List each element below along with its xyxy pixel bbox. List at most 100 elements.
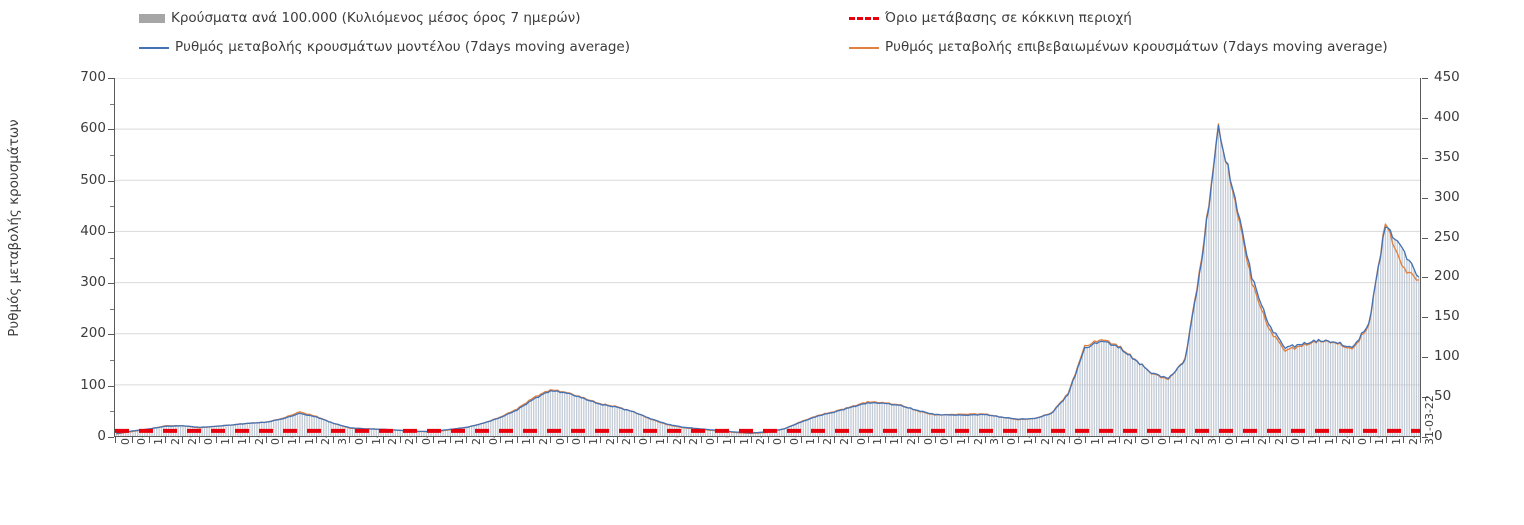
y-axis-left-tick-label: 300: [80, 274, 106, 291]
x-axis-tick-mark: [650, 437, 652, 443]
legend-label-cases-per-100k: Κρούσματα ανά 100.000 (Κυλιόμενος μέσος …: [171, 10, 581, 26]
x-axis-tick-mark: [717, 437, 719, 443]
legend-item-confirmed-rate: Ρυθμός μεταβολής επιβεβαιωμένων κρουσμάτ…: [849, 39, 1388, 55]
x-axis-tick-label: 31-03-22: [1423, 395, 1437, 445]
x-axis-tick-mark: [1419, 437, 1421, 443]
y-axis-left-minor-tick: [110, 257, 114, 259]
x-axis-tick-mark: [633, 437, 635, 443]
x-axis-tick-mark: [483, 437, 485, 443]
x-axis-tick-mark: [215, 437, 217, 443]
line-swatch-icon: [849, 46, 879, 49]
x-axis-tick-mark: [382, 437, 384, 443]
y-axis-left-minor-tick: [110, 360, 114, 362]
y-axis-left-tick-label: 200: [80, 325, 106, 342]
x-axis-tick-mark: [1319, 437, 1321, 443]
x-axis-tick-mark: [299, 437, 301, 443]
y-axis-right-tick-label: 200: [1434, 268, 1460, 285]
y-axis-right-tick-mark: [1422, 157, 1428, 159]
x-axis-tick-mark: [734, 437, 736, 443]
y-axis-right-tick-label: 350: [1434, 148, 1460, 165]
x-axis-tick-mark: [332, 437, 334, 443]
x-axis-tick-mark: [834, 437, 836, 443]
y-axis-left-title: Ρυθμός μεταβολής κρουσμάτων: [6, 119, 22, 337]
y-axis-right-tick-mark: [1422, 437, 1428, 438]
y-axis-left-minor-tick: [110, 103, 114, 105]
x-axis-tick-mark: [851, 437, 853, 443]
x-axis-tick-mark: [1001, 437, 1003, 443]
x-axis-tick-mark: [884, 437, 886, 443]
x-axis-tick-mark: [616, 437, 618, 443]
x-axis-tick-mark: [700, 437, 702, 443]
x-axis-tick-mark: [1185, 437, 1187, 443]
x-axis-tick-mark: [1352, 437, 1354, 443]
x-axis-tick-mark: [1336, 437, 1338, 443]
x-axis-tick-mark: [115, 437, 117, 443]
x-axis-tick-mark: [148, 437, 150, 443]
y-axis-left-tick-mark: [108, 129, 114, 131]
y-axis-left-tick-label: 600: [80, 120, 106, 137]
x-axis-tick-mark: [566, 437, 568, 443]
x-axis-tick-mark: [1152, 437, 1154, 443]
y-axis-left-tick-mark: [108, 78, 114, 79]
y-axis-right-tick-mark: [1422, 357, 1428, 359]
x-axis-tick-mark: [800, 437, 802, 443]
x-axis-tick-mark: [432, 437, 434, 443]
x-axis-tick-mark: [1302, 437, 1304, 443]
y-axis-right-tick-mark: [1422, 237, 1428, 239]
x-axis-tick-mark: [667, 437, 669, 443]
x-axis-tick-mark: [1403, 437, 1405, 443]
x-axis-tick-mark: [232, 437, 234, 443]
y-axis-left-tick-label: 100: [80, 376, 106, 393]
x-axis-tick-mark: [817, 437, 819, 443]
y-axis-left-tick-mark: [108, 334, 114, 336]
x-axis-tick-mark: [1118, 437, 1120, 443]
x-axis-tick-mark: [683, 437, 685, 443]
legend-label-confirmed-rate: Ρυθμός μεταβολής επιβεβαιωμένων κρουσμάτ…: [885, 39, 1388, 55]
y-axis-right-tick-mark: [1422, 197, 1428, 199]
x-axis-tick-mark: [984, 437, 986, 443]
x-axis-tick-mark: [1068, 437, 1070, 443]
x-axis-tick-mark: [934, 437, 936, 443]
y-axis-right-tick-label: 300: [1434, 188, 1460, 205]
legend-item-model-rate: Ρυθμός μεταβολής κρουσμάτων μοντέλου (7d…: [139, 39, 631, 55]
y-axis-left-tick-mark: [108, 385, 114, 387]
line-swatch-icon: [139, 46, 169, 49]
x-axis-tick-mark: [1369, 437, 1371, 443]
y-axis-right-tick-mark: [1422, 277, 1428, 279]
x-axis-tick-mark: [315, 437, 317, 443]
x-axis-tick-mark: [583, 437, 585, 443]
y-axis-right-tick-label: 0: [1434, 428, 1443, 444]
plot-area: [114, 78, 1421, 437]
y-axis-right-tick-label: 450: [1434, 69, 1460, 85]
y-axis-right-tick-mark: [1422, 397, 1428, 399]
x-axis-tick-mark: [198, 437, 200, 443]
y-axis-left-minor-tick: [110, 154, 114, 156]
y-axis-left-tick-label: 500: [80, 171, 106, 188]
x-axis-tick-mark: [416, 437, 418, 443]
x-axis-tick-mark: [1286, 437, 1287, 443]
y-axis-left-tick-mark: [108, 180, 114, 182]
x-axis-tick-mark: [750, 437, 752, 443]
x-axis-tick-mark: [1168, 437, 1170, 443]
chart-legend: Κρούσματα ανά 100.000 (Κυλιόμενος μέσος …: [0, 0, 1524, 62]
legend-label-threshold: Όριο μετάβασης σε κόκκινη περιοχή: [885, 10, 1132, 26]
x-axis-tick-mark: [366, 437, 368, 443]
x-axis-tick-mark: [516, 437, 518, 443]
x-axis-tick-mark: [918, 437, 920, 443]
y-axis-left-tick-mark: [108, 283, 114, 285]
x-axis-tick-mark: [1102, 437, 1104, 443]
y-axis-right-tick-mark: [1422, 317, 1428, 319]
y-axis-left-tick-label: 400: [80, 222, 106, 239]
y-axis-right-tick-label: 100: [1434, 348, 1460, 365]
y-axis-left-minor-tick: [110, 411, 114, 413]
y-axis-right-tick-label: 150: [1434, 308, 1460, 325]
x-axis-tick-mark: [1051, 437, 1053, 443]
x-axis-tick-mark: [349, 437, 351, 443]
y-axis-left-minor-tick: [110, 308, 114, 310]
x-axis-tick-mark: [282, 437, 284, 443]
plot-svg: [115, 78, 1420, 436]
x-axis-tick-mark: [466, 437, 468, 443]
y-axis-right-tick-mark: [1422, 117, 1428, 119]
legend-label-model-rate: Ρυθμός μεταβολής κρουσμάτων μοντέλου (7d…: [175, 39, 631, 55]
